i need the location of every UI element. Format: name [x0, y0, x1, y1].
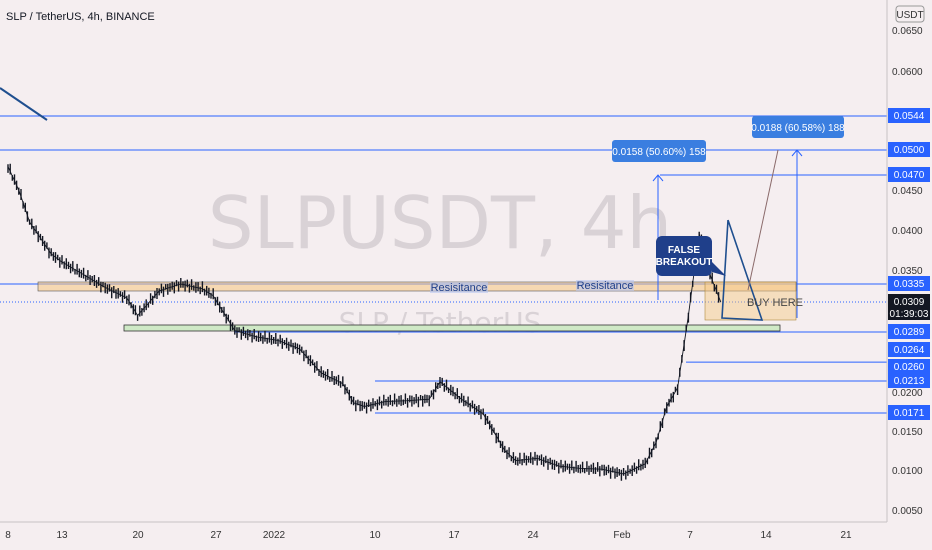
trend-line — [0, 87, 48, 121]
price-label-value: 0.0260 — [894, 362, 925, 373]
price-label — [888, 342, 930, 357]
price-tick-label: 0.0050 — [892, 506, 923, 517]
target-text-1: 0.0158 (50.60%) 158 — [612, 147, 706, 158]
false-breakout-bubble — [656, 236, 712, 276]
watermark-description: SLP / TetherUS — [339, 306, 542, 339]
buy-here-label: BUY HERE — [747, 297, 803, 309]
false-breakout-text: BREAKOUT — [656, 257, 713, 268]
price-label — [888, 142, 930, 157]
price-label — [888, 294, 930, 320]
symbol-header[interactable]: SLP / TetherUS, 4h, BINANCE — [6, 11, 155, 23]
time-tick-label: 20 — [132, 530, 144, 541]
price-tick-label: 0.0100 — [892, 466, 923, 477]
price-tick-label: 0.0600 — [892, 67, 923, 78]
price-label — [888, 108, 930, 123]
price-tick-label: 0.0400 — [892, 226, 923, 237]
arrow-head — [652, 174, 664, 182]
false-breakout-text: FALSE — [668, 245, 701, 256]
resistance-label: Resisitance — [577, 280, 634, 292]
resistance-label-bg — [430, 282, 488, 293]
price-label — [888, 359, 930, 374]
price-tick-label: 0.0150 — [892, 427, 923, 438]
price-path — [7, 166, 722, 475]
price-series — [7, 163, 722, 481]
currency-badge[interactable] — [895, 5, 925, 23]
price-label-value: 0.0500 — [894, 145, 925, 156]
time-tick-label: 8 — [5, 530, 11, 541]
resistance-label: Resisitance — [431, 282, 488, 294]
price-tick-label: 0.0350 — [892, 266, 923, 277]
price-tick-label: 0.0650 — [892, 26, 923, 37]
time-tick-label: 2022 — [263, 530, 286, 541]
watermark-symbol: SLPUSDT, 4h — [208, 181, 672, 265]
time-tick-label: Feb — [613, 530, 631, 541]
resistance-zone — [37, 281, 797, 292]
price-label-value: 0.0171 — [894, 408, 925, 419]
time-tick-label: 7 — [687, 530, 693, 541]
arrow-head — [791, 149, 803, 157]
price-label — [888, 324, 930, 339]
bar-countdown: 01:39:03 — [890, 309, 929, 320]
price-label-value: 0.0289 — [894, 327, 925, 338]
time-tick-label: 27 — [210, 530, 222, 541]
time-tick-label: 24 — [527, 530, 539, 541]
target-text-2: 0.0188 (60.58%) 188 — [751, 123, 845, 134]
target-label-2 — [752, 116, 844, 138]
price-axis[interactable]: 0.0650 0.0600 0.0450 0.0400 0.0350 0.0200 0.01… — [892, 26, 923, 517]
price-tick-label: 0.0200 — [892, 388, 923, 399]
drawings: 0.0158 (50.60%) 158 0.0188 (60.58%) 188 FA… — [0, 87, 845, 321]
time-tick-label: 10 — [369, 530, 381, 541]
triangle-pattern — [721, 219, 764, 321]
price-label-value: 0.0544 — [894, 111, 925, 122]
time-axis[interactable]: 8 13 20 27 2022 10 17 24 Feb 7 14 21 — [5, 530, 852, 541]
price-label — [888, 405, 930, 420]
price-label — [888, 373, 930, 388]
support-zone — [123, 324, 781, 332]
price-label-value: 0.0264 — [894, 345, 925, 356]
resistance-label-bg — [576, 280, 634, 291]
time-tick-label: 17 — [448, 530, 460, 541]
bubble-pointer — [712, 262, 726, 276]
price-label — [888, 276, 930, 291]
price-label-value: 0.0309 — [894, 297, 925, 308]
time-tick-label: 14 — [760, 530, 772, 541]
price-label — [888, 167, 930, 182]
price-label-value: 0.0335 — [894, 279, 925, 290]
target-label-1 — [612, 140, 706, 162]
time-tick-label: 21 — [840, 530, 852, 541]
price-label-value: 0.0213 — [894, 376, 925, 387]
price-tick-label: 0.0450 — [892, 186, 923, 197]
currency-label: USDT — [896, 10, 923, 21]
time-tick-label: 13 — [56, 530, 68, 541]
projection-line — [747, 149, 779, 291]
price-label-value: 0.0470 — [894, 170, 925, 181]
